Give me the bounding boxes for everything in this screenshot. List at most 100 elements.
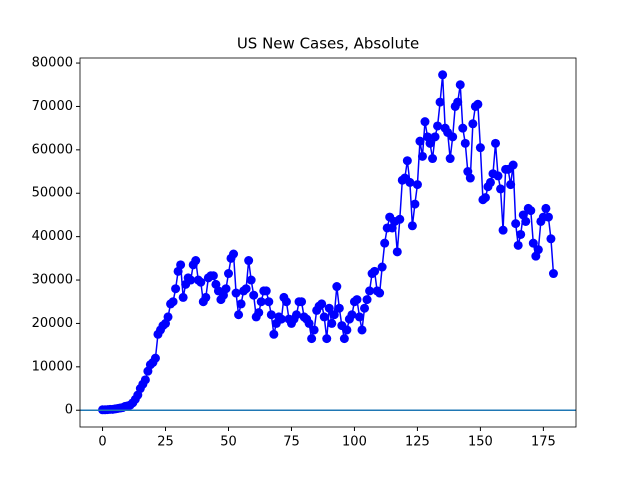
point bbox=[415, 136, 425, 146]
point bbox=[327, 318, 337, 328]
point bbox=[435, 97, 445, 107]
point bbox=[405, 177, 415, 187]
point bbox=[241, 284, 251, 294]
line-series bbox=[102, 74, 555, 411]
point bbox=[380, 238, 390, 248]
x-tick-label: 50 bbox=[220, 435, 237, 450]
point bbox=[430, 132, 440, 142]
y-tick-label: 70000 bbox=[32, 99, 73, 114]
point bbox=[221, 284, 231, 294]
point bbox=[485, 177, 495, 187]
point bbox=[176, 260, 186, 270]
point bbox=[163, 312, 173, 322]
point bbox=[249, 290, 259, 300]
y-tick-label: 60000 bbox=[32, 142, 73, 157]
point bbox=[246, 275, 256, 285]
point bbox=[528, 238, 538, 248]
point bbox=[365, 286, 375, 296]
point bbox=[201, 292, 211, 302]
x-tick-label: 75 bbox=[283, 435, 300, 450]
point bbox=[191, 256, 201, 266]
point bbox=[332, 282, 342, 292]
point bbox=[516, 229, 526, 239]
point bbox=[261, 286, 271, 296]
y-tick-label: 30000 bbox=[32, 273, 73, 288]
point bbox=[375, 288, 385, 298]
point bbox=[254, 308, 264, 318]
point bbox=[513, 240, 523, 250]
point bbox=[458, 123, 468, 133]
point bbox=[324, 303, 334, 313]
point bbox=[543, 212, 553, 222]
point bbox=[357, 325, 367, 335]
point bbox=[438, 70, 448, 80]
point bbox=[309, 325, 319, 335]
point bbox=[256, 297, 266, 307]
y-tick-label: 40000 bbox=[32, 229, 73, 244]
point bbox=[417, 151, 427, 161]
point bbox=[533, 245, 543, 255]
point bbox=[292, 310, 302, 320]
point bbox=[229, 249, 239, 259]
x-tick-label: 150 bbox=[468, 435, 493, 450]
point bbox=[480, 193, 490, 203]
point bbox=[334, 303, 344, 313]
point bbox=[281, 297, 291, 307]
point bbox=[468, 119, 478, 129]
x-tick-label: 175 bbox=[531, 435, 556, 450]
point bbox=[433, 121, 443, 131]
x-tick-label: 0 bbox=[98, 435, 106, 450]
point bbox=[491, 138, 501, 148]
point bbox=[269, 329, 279, 339]
point bbox=[392, 247, 402, 257]
point bbox=[223, 269, 233, 279]
point bbox=[354, 312, 364, 322]
point bbox=[342, 325, 352, 335]
point bbox=[234, 310, 244, 320]
point bbox=[304, 318, 314, 328]
point bbox=[465, 173, 475, 183]
point bbox=[264, 297, 274, 307]
point bbox=[541, 203, 551, 213]
point bbox=[208, 271, 218, 281]
point bbox=[546, 234, 556, 244]
point bbox=[410, 199, 420, 209]
point bbox=[186, 275, 196, 285]
point bbox=[329, 310, 339, 320]
point bbox=[140, 375, 150, 385]
point bbox=[339, 334, 349, 344]
point bbox=[244, 256, 254, 266]
point bbox=[352, 295, 362, 305]
point bbox=[150, 353, 160, 363]
x-tick-label: 25 bbox=[157, 435, 174, 450]
point bbox=[402, 156, 412, 166]
point bbox=[360, 303, 370, 313]
point bbox=[493, 171, 503, 181]
point bbox=[521, 216, 531, 226]
y-tick-label: 20000 bbox=[32, 316, 73, 331]
point bbox=[362, 295, 372, 305]
point bbox=[319, 312, 329, 322]
point bbox=[453, 97, 463, 107]
point bbox=[508, 160, 518, 170]
point bbox=[276, 314, 286, 324]
point bbox=[297, 297, 307, 307]
y-tick-label: 0 bbox=[65, 403, 73, 418]
point bbox=[178, 292, 188, 302]
y-tick-label: 80000 bbox=[32, 56, 73, 71]
point bbox=[526, 206, 536, 216]
plot-frame bbox=[79, 57, 577, 428]
point bbox=[322, 334, 332, 344]
point bbox=[307, 334, 317, 344]
point bbox=[445, 154, 455, 164]
point bbox=[266, 310, 276, 320]
point bbox=[168, 297, 178, 307]
point bbox=[412, 180, 422, 190]
point bbox=[455, 80, 465, 90]
point bbox=[236, 299, 246, 309]
point bbox=[548, 269, 558, 279]
point bbox=[511, 219, 521, 229]
x-tick-label: 100 bbox=[342, 435, 367, 450]
point bbox=[506, 180, 516, 190]
point bbox=[473, 99, 483, 109]
